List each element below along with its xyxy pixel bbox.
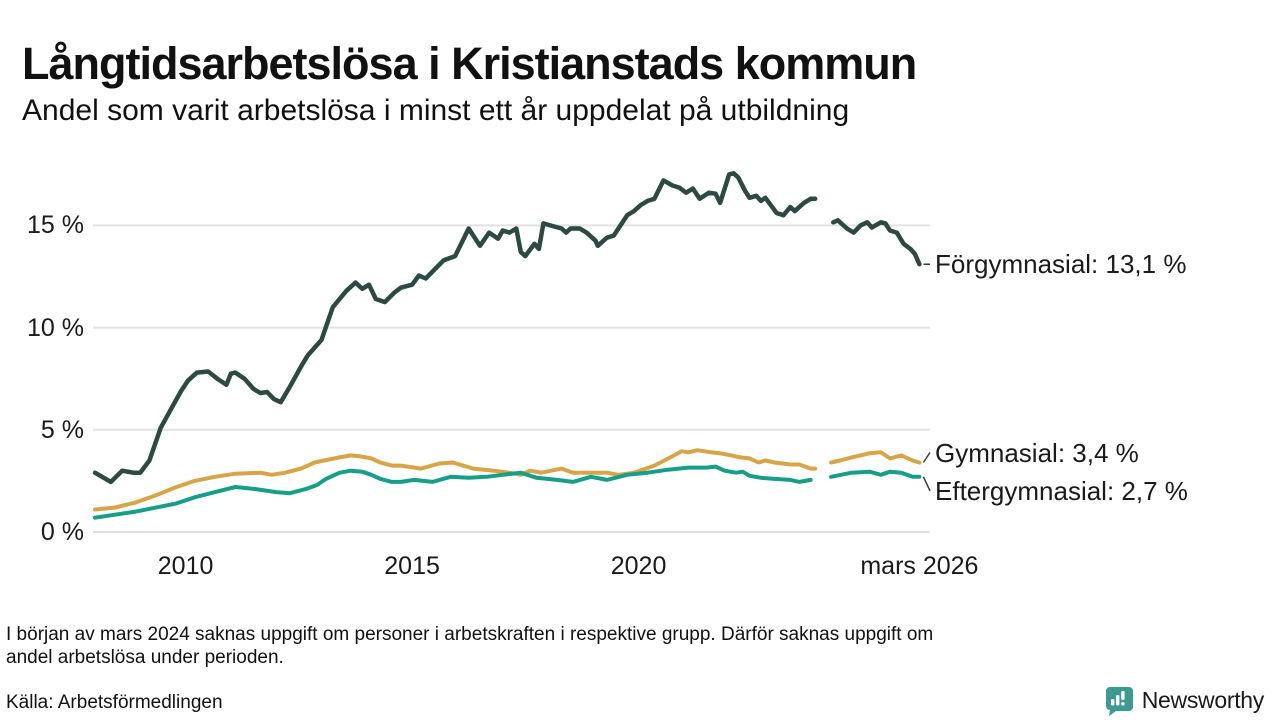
series-end-label-eftergymnasial: Eftergymnasial: 2,7 % [935, 475, 1188, 506]
label-connector [922, 476, 931, 492]
series-line-förgymnasial [92, 171, 922, 485]
brand-name: Newsworthy [1141, 687, 1265, 713]
series-end-label-förgymnasial: Förgymnasial: 13,1 % [935, 249, 1187, 280]
x-tick-label: mars 2026 [860, 552, 979, 580]
footnote-line-1: I början av mars 2024 saknas uppgift om … [6, 624, 934, 645]
x-tick-label: 2015 [384, 552, 440, 580]
x-tick-label: 2010 [157, 552, 214, 580]
newsworthy-logo: Newsworthy [1104, 685, 1264, 716]
y-tick-label: 5 % [40, 415, 84, 444]
page-subtitle: Andel som varit arbetslösa i minst ett å… [22, 94, 850, 127]
source-label: Källa: Arbetsförmedlingen [6, 692, 223, 713]
series-end-label-gymnasial: Gymnasial: 3,4 % [935, 437, 1139, 468]
series-line-eftergymnasial [93, 464, 922, 520]
newsworthy-chart-bubble-icon [1105, 687, 1133, 716]
y-tick-label: 15 % [27, 211, 84, 240]
y-tick-label: 0 % [40, 518, 84, 546]
label-connector [922, 452, 931, 463]
x-tick-label: 2020 [610, 552, 667, 580]
footnote-line-2: andel arbetslösa under perioden. [6, 647, 284, 668]
y-tick-label: 10 % [27, 313, 84, 342]
page-title: Långtidsarbetslösa i Kristianstads kommu… [22, 38, 917, 90]
chart-footnote: I början av mars 2024 saknas uppgift om … [6, 623, 1266, 669]
